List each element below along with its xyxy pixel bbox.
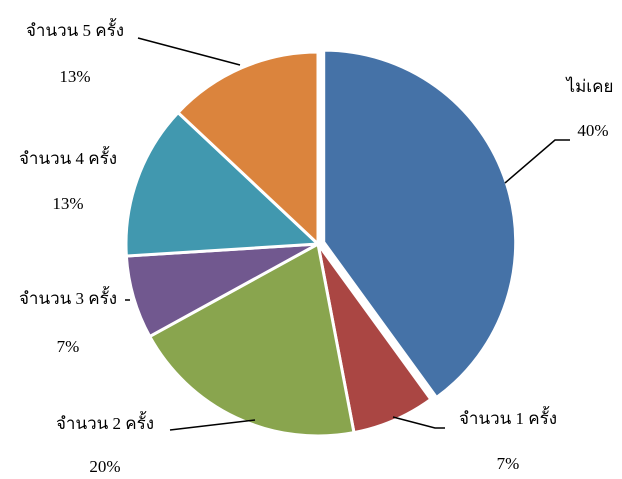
value-label: 20% [89,457,120,476]
pie-slice [147,241,356,438]
slice-label: จำนวน 2 ครั้ง [56,411,154,433]
value-label: 13% [59,67,90,86]
value-label: 7% [57,337,80,356]
value-label: 40% [577,121,608,140]
value-label: 13% [52,194,83,213]
leader-line [392,416,445,429]
leader-line [169,419,256,431]
pie-slice [124,110,322,258]
value-label: 7% [497,454,520,473]
slice-label: จำนวน 4 ครั้ง [19,146,117,168]
slice-label: จำนวน 5 ครั้ง [26,18,124,40]
slice-label: ไม่เคย [565,76,614,96]
leader-line [504,139,570,184]
slice-label: จำนวน 1 ครั้ง [459,406,557,428]
slice-label: จำนวน 3 ครั้ง [19,286,117,308]
leader-line [137,37,241,66]
pie-slice [175,50,320,248]
